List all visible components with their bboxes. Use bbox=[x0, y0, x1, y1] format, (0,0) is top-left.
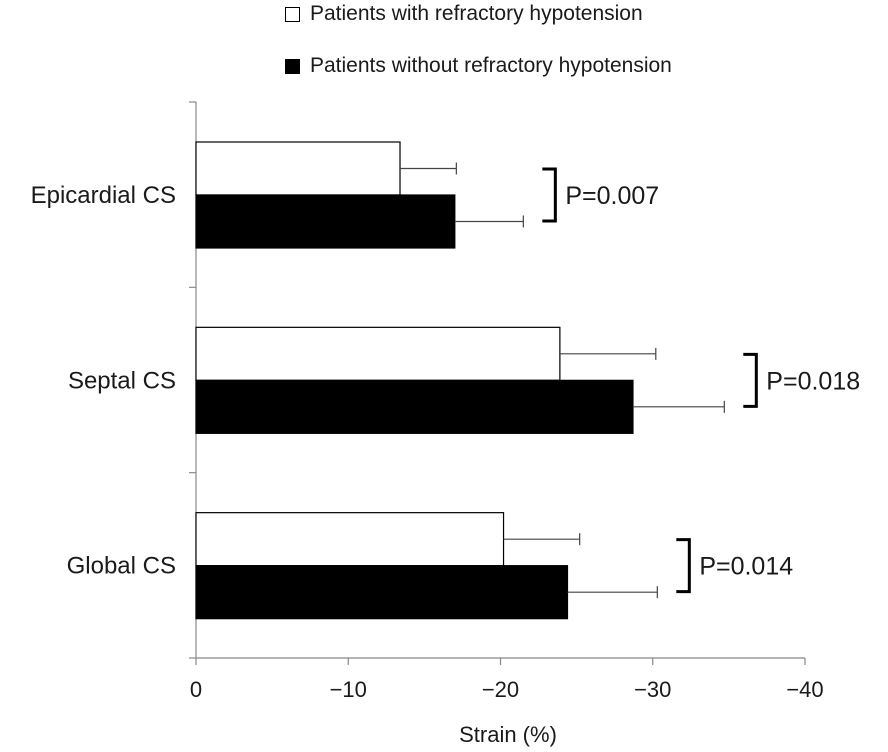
significance-bracket bbox=[542, 167, 557, 223]
significance-bracket bbox=[743, 352, 758, 408]
legend-item-with: Patients with refractory hypotension bbox=[285, 2, 643, 26]
category-label: Global CS bbox=[67, 553, 176, 580]
bar bbox=[195, 194, 456, 249]
x-tick-label: −40 bbox=[786, 677, 823, 702]
x-tick-label: −30 bbox=[634, 677, 671, 702]
labels: 0 −10 −20 −30 −40 Epicardial CS P=0.007 Septal … bbox=[31, 182, 861, 702]
legend-item-without: Patients without refractory hypotension bbox=[285, 54, 672, 78]
p-value-label: P=0.014 bbox=[699, 553, 793, 581]
category-label: Septal CS bbox=[68, 367, 176, 394]
significance-brackets bbox=[542, 167, 758, 594]
legend-swatch-black bbox=[285, 58, 300, 74]
legend-swatch-white bbox=[285, 6, 300, 22]
legend-label-without: Patients without refractory hypotension bbox=[310, 54, 672, 77]
bar bbox=[195, 512, 505, 567]
x-tick-label: 0 bbox=[190, 677, 202, 702]
p-value-label: P=0.007 bbox=[565, 182, 659, 210]
p-value-label: P=0.018 bbox=[766, 367, 860, 395]
legend-label-with: Patients with refractory hypotension bbox=[310, 2, 643, 25]
category-label: Epicardial CS bbox=[31, 182, 176, 209]
error-bars bbox=[400, 162, 725, 599]
bar bbox=[195, 326, 561, 381]
x-tick-label: −20 bbox=[482, 677, 519, 702]
x-axis-label: Strain (%) bbox=[459, 722, 557, 747]
bar bbox=[195, 141, 401, 196]
bar bbox=[195, 565, 569, 620]
bars bbox=[195, 141, 634, 620]
x-tick-label: −10 bbox=[330, 677, 367, 702]
significance-bracket bbox=[676, 538, 691, 594]
bar bbox=[195, 379, 634, 434]
